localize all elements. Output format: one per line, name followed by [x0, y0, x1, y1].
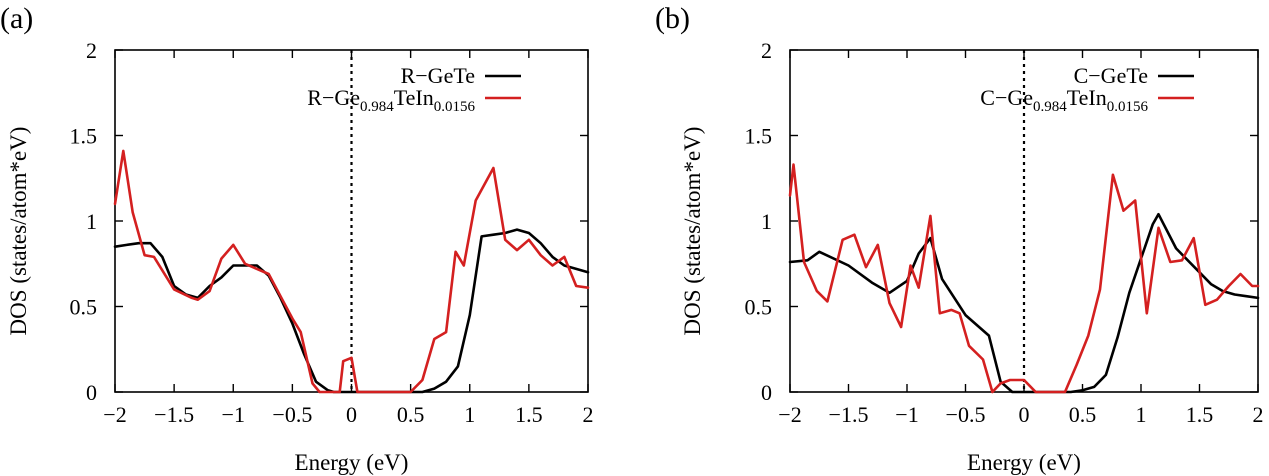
y-tick-label: 0.5 [745, 295, 773, 320]
y-axis-label: DOS (states/atom*eV) [680, 127, 705, 336]
x-tick-label: 1 [1136, 402, 1147, 427]
x-axis: −2 −1.5 −1 −0.5 0 0.5 1 1.5 2 [103, 50, 594, 427]
y-tick-label: 1.5 [70, 124, 98, 149]
x-tick-label: 1 [464, 402, 475, 427]
y-tick-label: 1 [86, 209, 97, 234]
legend-text-part: TeIn [394, 85, 434, 110]
legend-subscript: 0.984 [360, 99, 394, 115]
x-tick-label: 1.5 [515, 402, 543, 427]
x-tick-label: −1.5 [829, 402, 869, 427]
y-tick-label: 0 [761, 380, 772, 405]
legend-item: R−Ge0.984TeIn0.0156 [307, 85, 521, 115]
x-axis-label: Energy (eV) [967, 450, 1081, 475]
x-tick-label: 2 [1253, 402, 1264, 427]
legend-text-part: TeIn [1067, 85, 1107, 110]
y-axis: 0 0.5 1 1.5 2 [70, 38, 588, 405]
legend-label: R−GeTe [401, 63, 475, 88]
panel-a: −2 −1.5 −1 −0.5 0 0.5 1 1.5 2 0 0.5 1 1.5 2 Energy (eV… [0, 2, 594, 475]
panel-b: −2 −1.5 −1 −0.5 0 0.5 1 1.5 2 0 0.5 1 1.5 2 Energy (eV… [655, 2, 1264, 475]
x-tick-label: 0.5 [1069, 402, 1097, 427]
legend-text-part: R−Ge [307, 85, 360, 110]
x-tick-label: −1 [222, 402, 245, 427]
x-tick-label: 0.5 [397, 402, 425, 427]
y-axis: 0 0.5 1 1.5 2 [745, 38, 1258, 405]
legend-label: C−Ge0.984TeIn0.0156 [980, 85, 1148, 115]
series-line-1 [113, 149, 590, 394]
x-tick-label: −0.5 [272, 402, 312, 427]
legend-item: C−Ge0.984TeIn0.0156 [980, 85, 1194, 115]
legend-label: R−Ge0.984TeIn0.0156 [307, 85, 475, 115]
x-tick-label: 2 [583, 402, 594, 427]
x-tick-label: 1.5 [1186, 402, 1214, 427]
x-tick-label: −2 [103, 402, 126, 427]
panel-label: (b) [655, 2, 690, 35]
y-tick-label: 1 [761, 209, 772, 234]
legend-subscript: 0.0156 [434, 99, 476, 115]
series-line-1 [788, 163, 1260, 394]
legend-subscript: 0.984 [1033, 99, 1067, 115]
y-tick-label: 2 [761, 38, 772, 63]
y-tick-label: 2 [86, 38, 97, 63]
panel-label: (a) [0, 2, 33, 35]
x-tick-label: −2 [778, 402, 801, 427]
x-tick-label: −1.5 [154, 402, 194, 427]
y-tick-label: 0.5 [70, 295, 98, 320]
x-tick-label: 0 [346, 402, 357, 427]
legend-text-part: C−Ge [980, 85, 1033, 110]
x-axis-label: Energy (eV) [295, 450, 409, 475]
legend-item: R−GeTe [401, 63, 521, 88]
legend-label: C−GeTe [1074, 63, 1148, 88]
y-axis-label: DOS (states/atom*eV) [6, 127, 31, 336]
y-tick-label: 1.5 [745, 124, 773, 149]
x-axis: −2 −1.5 −1 −0.5 0 0.5 1 1.5 2 [778, 50, 1264, 427]
legend-item: C−GeTe [1074, 63, 1194, 88]
x-tick-label: −0.5 [946, 402, 986, 427]
x-tick-label: 0 [1019, 402, 1030, 427]
legend-subscript: 0.0156 [1107, 99, 1149, 115]
x-tick-label: −1 [895, 402, 918, 427]
y-tick-label: 0 [86, 380, 97, 405]
